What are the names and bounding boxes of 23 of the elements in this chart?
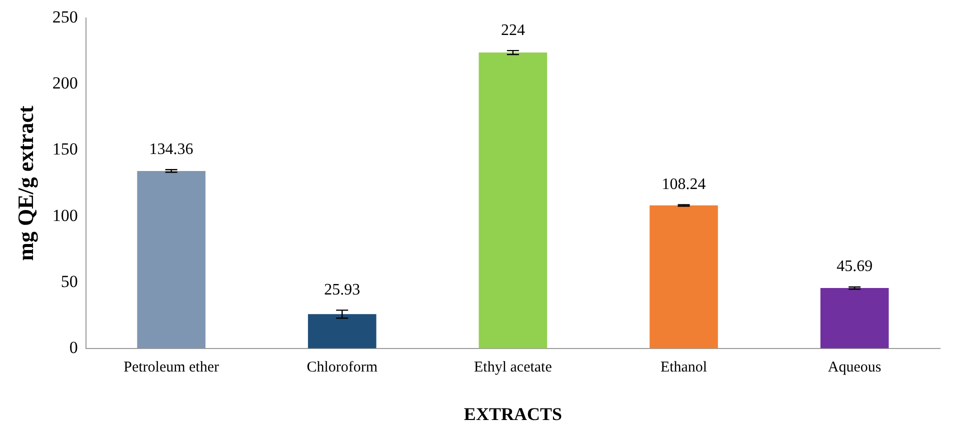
y-tick-label: 150 — [52, 140, 78, 159]
data-label: 134.36 — [149, 140, 194, 158]
x-tick-label: Ethanol — [660, 359, 708, 376]
y-tick-label: 100 — [52, 206, 78, 225]
x-tick-label: Chloroform — [306, 359, 378, 376]
x-tick-label: Ethyl acetate — [474, 359, 552, 376]
bar — [478, 52, 548, 348]
x-axis-title: EXTRACTS — [464, 404, 562, 424]
data-label: 25.93 — [324, 281, 360, 298]
bar — [308, 314, 376, 348]
y-tick-label: 50 — [60, 272, 78, 291]
y-axis-title: mg QE/g extract — [12, 105, 38, 261]
data-label: 108.24 — [662, 176, 706, 193]
bar — [650, 205, 718, 348]
x-tick-label: Aqueous — [828, 359, 882, 376]
y-tick-label: 200 — [52, 74, 78, 93]
y-tick-label: 250 — [52, 8, 78, 27]
data-label: 45.69 — [836, 258, 873, 276]
x-tick-label: Petroleum ether — [124, 359, 220, 376]
bar — [820, 288, 889, 348]
y-tick-label: 0 — [69, 338, 78, 357]
bar — [137, 170, 206, 348]
data-label: 224 — [500, 22, 525, 39]
